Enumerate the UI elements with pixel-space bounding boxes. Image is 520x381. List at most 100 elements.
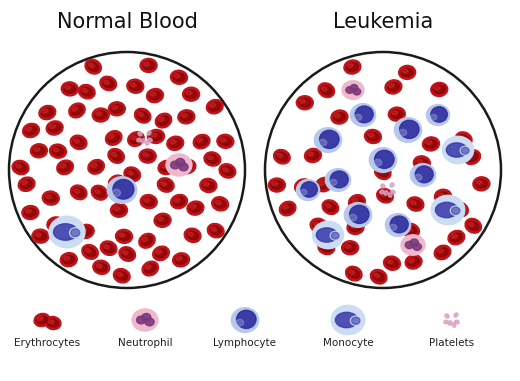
- Ellipse shape: [454, 205, 466, 214]
- Ellipse shape: [47, 319, 59, 327]
- Ellipse shape: [374, 150, 394, 168]
- Ellipse shape: [319, 181, 324, 185]
- Ellipse shape: [117, 272, 123, 277]
- Ellipse shape: [475, 179, 487, 188]
- Ellipse shape: [150, 132, 162, 141]
- Ellipse shape: [91, 163, 97, 168]
- Ellipse shape: [210, 226, 222, 235]
- Ellipse shape: [387, 260, 393, 264]
- Ellipse shape: [34, 314, 50, 327]
- Ellipse shape: [21, 180, 32, 189]
- Ellipse shape: [46, 195, 51, 199]
- Ellipse shape: [413, 243, 421, 250]
- Ellipse shape: [137, 111, 148, 120]
- Ellipse shape: [446, 143, 467, 157]
- Ellipse shape: [113, 269, 130, 283]
- Ellipse shape: [112, 189, 121, 196]
- Ellipse shape: [108, 133, 120, 142]
- Ellipse shape: [118, 232, 130, 240]
- Ellipse shape: [150, 92, 156, 96]
- Ellipse shape: [158, 116, 169, 125]
- Ellipse shape: [458, 134, 470, 144]
- Ellipse shape: [399, 130, 407, 136]
- Text: Lymphocyte: Lymphocyte: [214, 338, 277, 348]
- Ellipse shape: [473, 177, 490, 191]
- Ellipse shape: [390, 183, 394, 187]
- Ellipse shape: [408, 258, 420, 266]
- Ellipse shape: [456, 132, 472, 146]
- Ellipse shape: [351, 197, 363, 206]
- Ellipse shape: [106, 131, 122, 145]
- Ellipse shape: [410, 239, 419, 246]
- Ellipse shape: [355, 106, 373, 123]
- Ellipse shape: [376, 189, 393, 203]
- Ellipse shape: [60, 253, 77, 267]
- Ellipse shape: [188, 232, 193, 236]
- Ellipse shape: [377, 168, 388, 177]
- Ellipse shape: [434, 86, 440, 90]
- Ellipse shape: [49, 216, 85, 248]
- Ellipse shape: [455, 320, 459, 324]
- Ellipse shape: [171, 70, 188, 84]
- Ellipse shape: [331, 110, 348, 124]
- Ellipse shape: [437, 249, 443, 253]
- Ellipse shape: [437, 248, 448, 257]
- Ellipse shape: [109, 134, 114, 139]
- Ellipse shape: [365, 130, 381, 144]
- Ellipse shape: [461, 147, 469, 154]
- Ellipse shape: [368, 133, 374, 137]
- Ellipse shape: [69, 103, 85, 118]
- Ellipse shape: [46, 121, 63, 135]
- Ellipse shape: [321, 86, 327, 91]
- Ellipse shape: [331, 305, 365, 335]
- Ellipse shape: [431, 107, 447, 122]
- Ellipse shape: [135, 108, 151, 123]
- Ellipse shape: [22, 205, 39, 219]
- Ellipse shape: [84, 247, 96, 256]
- Ellipse shape: [122, 250, 128, 255]
- Ellipse shape: [391, 190, 395, 194]
- Ellipse shape: [410, 163, 436, 186]
- Ellipse shape: [434, 245, 451, 260]
- Ellipse shape: [277, 153, 282, 157]
- Ellipse shape: [326, 203, 331, 208]
- Ellipse shape: [82, 88, 87, 92]
- Ellipse shape: [138, 132, 142, 136]
- Ellipse shape: [193, 134, 210, 149]
- Ellipse shape: [158, 178, 174, 192]
- Ellipse shape: [445, 314, 449, 318]
- Ellipse shape: [181, 114, 187, 117]
- Ellipse shape: [374, 159, 382, 166]
- Ellipse shape: [350, 85, 358, 91]
- Ellipse shape: [54, 224, 77, 240]
- Ellipse shape: [37, 317, 43, 320]
- Text: Normal Blood: Normal Blood: [57, 12, 198, 32]
- Ellipse shape: [350, 224, 356, 228]
- Ellipse shape: [431, 82, 448, 96]
- Ellipse shape: [313, 221, 344, 249]
- Ellipse shape: [219, 137, 231, 146]
- Ellipse shape: [348, 195, 366, 209]
- Ellipse shape: [465, 218, 482, 233]
- Ellipse shape: [88, 63, 94, 67]
- Ellipse shape: [64, 85, 71, 90]
- Ellipse shape: [389, 224, 397, 231]
- Ellipse shape: [45, 194, 57, 202]
- Ellipse shape: [405, 242, 413, 248]
- Ellipse shape: [53, 148, 59, 152]
- Ellipse shape: [144, 198, 150, 202]
- Ellipse shape: [175, 256, 187, 264]
- Ellipse shape: [143, 197, 154, 206]
- Ellipse shape: [380, 190, 384, 194]
- Ellipse shape: [334, 114, 340, 118]
- Ellipse shape: [476, 181, 482, 184]
- Ellipse shape: [438, 193, 444, 197]
- Ellipse shape: [217, 134, 234, 148]
- Ellipse shape: [467, 221, 479, 231]
- Ellipse shape: [173, 253, 190, 267]
- Ellipse shape: [200, 178, 217, 192]
- Ellipse shape: [416, 158, 428, 167]
- Ellipse shape: [139, 149, 156, 163]
- Ellipse shape: [70, 228, 81, 238]
- Ellipse shape: [330, 171, 348, 188]
